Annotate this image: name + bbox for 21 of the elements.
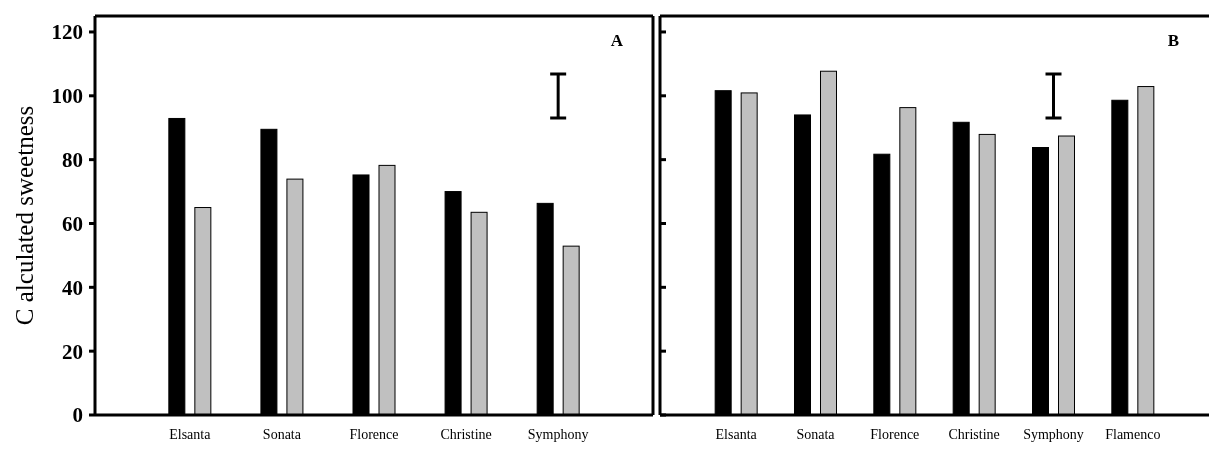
x-tick-label: Symphony: [527, 427, 589, 442]
annotation: A: [610, 31, 624, 50]
y-tick-label: 40: [62, 275, 83, 300]
y-tick-label: 20: [62, 339, 83, 364]
x-tick-label: Sonata: [796, 427, 836, 442]
y-tick-label: 80: [62, 147, 83, 172]
x-tick-label: Elsanta: [169, 427, 212, 442]
x-tick-label: Florence: [870, 427, 920, 442]
x-tick-label: Florence: [349, 427, 399, 442]
x-tick-label: Elsanta: [715, 427, 758, 442]
y-tick-label: 100: [51, 84, 83, 109]
annotation: B: [1167, 31, 1179, 50]
y-tick-label: 60: [62, 211, 83, 236]
x-tick-label: Symphony: [1023, 427, 1084, 442]
x-tick-label: Sonata: [262, 427, 302, 442]
x-tick-label: Christine: [948, 427, 1000, 442]
x-tick-label: Christine: [440, 427, 492, 442]
x-tick-label: Flamenco: [1105, 427, 1161, 442]
y-tick-label: 0: [72, 403, 83, 428]
y-axis-title: C alculated sweetness: [11, 105, 38, 326]
y-tick-label: 120: [51, 20, 83, 45]
